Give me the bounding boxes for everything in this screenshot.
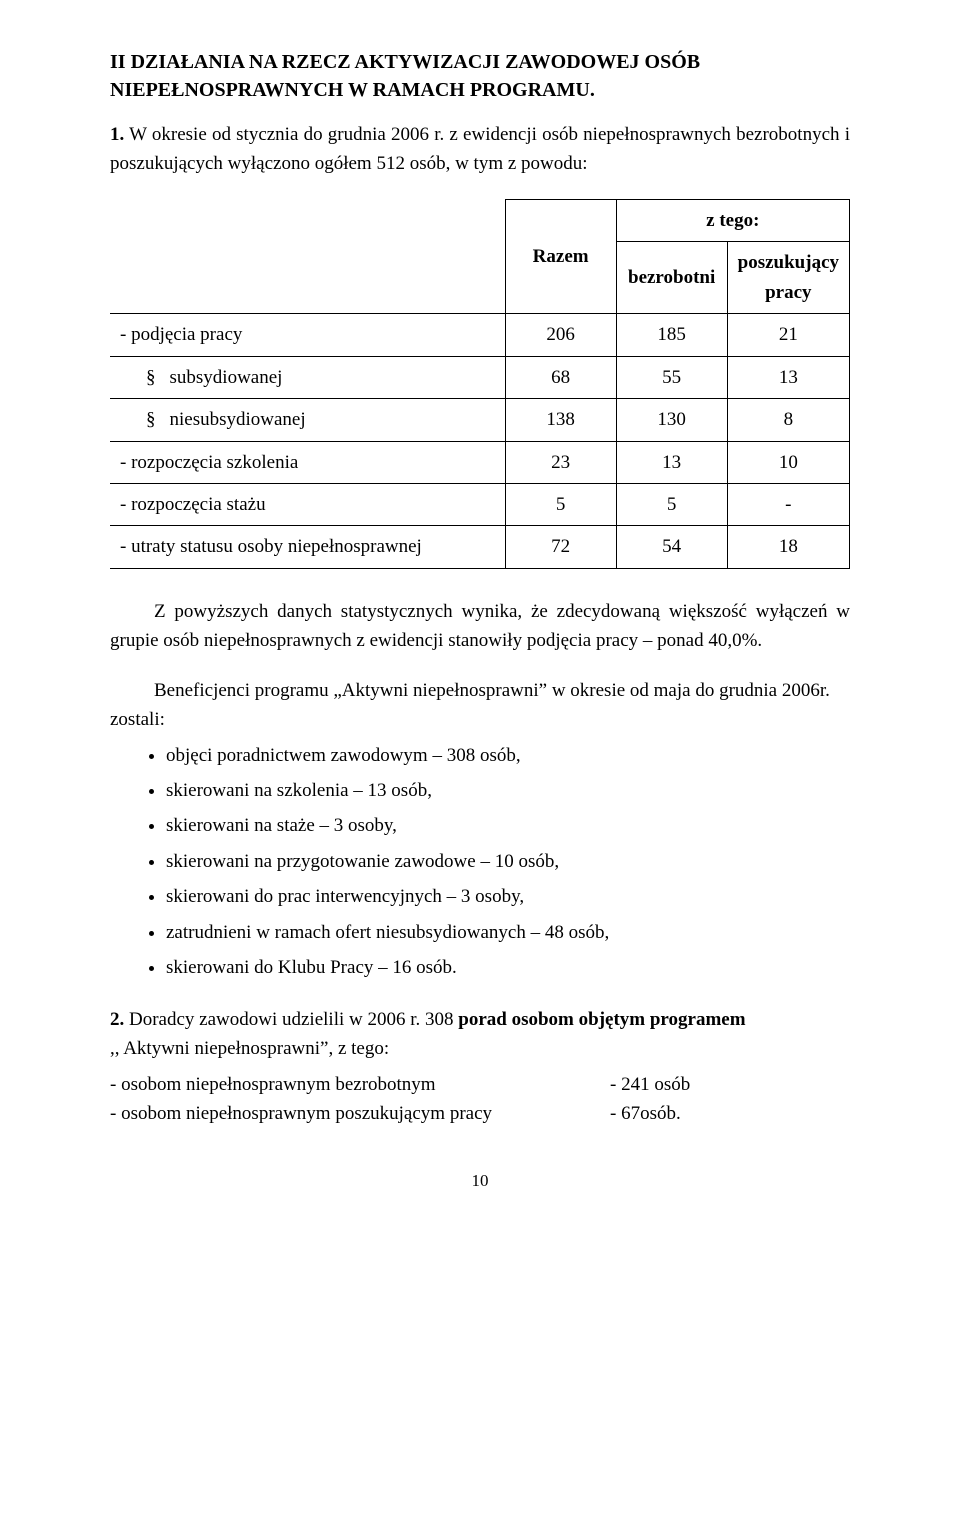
table-cell: 72 bbox=[505, 526, 616, 568]
table-row-label: - rozpoczęcia szkolenia bbox=[110, 441, 505, 483]
pair-row: - osobom niepełnosprawnym bezrobotnym- 2… bbox=[110, 1070, 850, 1099]
p4-bold: porad osobom objętym programem bbox=[458, 1009, 745, 1030]
table-cell: 138 bbox=[505, 399, 616, 441]
p4-a: Doradcy zawodowi udzielili w 2006 r. 308 bbox=[129, 1009, 458, 1030]
list-item: skierowani na szkolenia – 13 osób, bbox=[166, 776, 850, 805]
table-head-ztego: z tego: bbox=[616, 199, 849, 241]
table-cell: 130 bbox=[616, 399, 727, 441]
p1-text: W okresie od stycznia do grudnia 2006 r.… bbox=[110, 124, 850, 174]
table-cell: 68 bbox=[505, 356, 616, 398]
table-blank-header bbox=[110, 199, 505, 313]
table-cell: 185 bbox=[616, 314, 727, 356]
table-row: - utraty statusu osoby niepełnosprawnej7… bbox=[110, 526, 850, 568]
table-row-label: - rozpoczęcia stażu bbox=[110, 483, 505, 525]
bullet-list: objęci poradnictwem zawodowym – 308 osób… bbox=[110, 741, 850, 983]
pair-left: - osobom niepełnosprawnym poszukującym p… bbox=[110, 1099, 610, 1128]
list-item: skierowani na przygotowanie zawodowe – 1… bbox=[166, 847, 850, 876]
list-item: skierowani na staże – 3 osoby, bbox=[166, 811, 850, 840]
table-body: - podjęcia pracy20618521§subsydiowanej68… bbox=[110, 314, 850, 569]
table-cell: 5 bbox=[505, 483, 616, 525]
table-row-label: - podjęcia pracy bbox=[110, 314, 505, 356]
table-cell: 21 bbox=[727, 314, 849, 356]
heading-line-1: II DZIAŁANIA NA RZECZ AKTYWIZACJI ZAWODO… bbox=[110, 51, 700, 73]
table-row: §niesubsydiowanej1381308 bbox=[110, 399, 850, 441]
table-row: - podjęcia pracy20618521 bbox=[110, 314, 850, 356]
table-row-label: §niesubsydiowanej bbox=[110, 399, 505, 441]
table-cell: 13 bbox=[727, 356, 849, 398]
p1-lead: 1. bbox=[110, 124, 124, 145]
paragraph-4: 2. Doradcy zawodowi udzielili w 2006 r. … bbox=[110, 1005, 850, 1064]
p3-line-a: Beneficjenci programu „Aktywni niepełnos… bbox=[110, 676, 850, 705]
paragraph-3: Beneficjenci programu „Aktywni niepełnos… bbox=[110, 676, 850, 735]
table-cell: 23 bbox=[505, 441, 616, 483]
table-row: - rozpoczęcia stażu55- bbox=[110, 483, 850, 525]
table-cell: - bbox=[727, 483, 849, 525]
pair-right: - 67osób. bbox=[610, 1099, 850, 1128]
table-cell: 18 bbox=[727, 526, 849, 568]
table-cell: 8 bbox=[727, 399, 849, 441]
heading-line-2: NIEPEŁNOSPRAWNYCH W RAMACH PROGRAMU. bbox=[110, 79, 595, 101]
p4-lead: 2. bbox=[110, 1009, 124, 1030]
table-cell: 5 bbox=[616, 483, 727, 525]
list-item: zatrudnieni w ramach ofert niesubsydiowa… bbox=[166, 918, 850, 947]
table-cell: 206 bbox=[505, 314, 616, 356]
pair-left: - osobom niepełnosprawnym bezrobotnym bbox=[110, 1070, 610, 1099]
table-row: - rozpoczęcia szkolenia231310 bbox=[110, 441, 850, 483]
table-cell: 55 bbox=[616, 356, 727, 398]
table-cell: 10 bbox=[727, 441, 849, 483]
list-item: skierowani do prac interwencyjnych – 3 o… bbox=[166, 882, 850, 911]
table-head-bezrobotni: bezrobotni bbox=[616, 242, 727, 314]
table-cell: 13 bbox=[616, 441, 727, 483]
section-heading: II DZIAŁANIA NA RZECZ AKTYWIZACJI ZAWODO… bbox=[110, 48, 850, 104]
table-row-label: - utraty statusu osoby niepełnosprawnej bbox=[110, 526, 505, 568]
exclusions-table: Razem z tego: bezrobotni poszukujący pra… bbox=[110, 199, 850, 569]
p3-line-b: zostali: bbox=[110, 709, 165, 730]
table-row: §subsydiowanej685513 bbox=[110, 356, 850, 398]
paragraph-1: 1. W okresie od stycznia do grudnia 2006… bbox=[110, 120, 850, 179]
pair-row: - osobom niepełnosprawnym poszukującym p… bbox=[110, 1099, 850, 1128]
list-item: skierowani do Klubu Pracy – 16 osób. bbox=[166, 953, 850, 982]
section-mark-icon: § bbox=[146, 367, 156, 388]
table-row-label: §subsydiowanej bbox=[110, 356, 505, 398]
paragraph-2: Z powyższych danych statystycznych wynik… bbox=[110, 597, 850, 656]
table-head-razem: Razem bbox=[505, 199, 616, 313]
table-head-poszukujacy: poszukujący pracy bbox=[727, 242, 849, 314]
pair-list: - osobom niepełnosprawnym bezrobotnym- 2… bbox=[110, 1070, 850, 1129]
page-number: 10 bbox=[110, 1168, 850, 1194]
section-mark-icon: § bbox=[146, 409, 156, 430]
pair-right: - 241 osób bbox=[610, 1070, 850, 1099]
list-item: objęci poradnictwem zawodowym – 308 osób… bbox=[166, 741, 850, 770]
p4-b: ,, Aktywni niepełnosprawni”, z tego: bbox=[110, 1038, 389, 1059]
table-cell: 54 bbox=[616, 526, 727, 568]
